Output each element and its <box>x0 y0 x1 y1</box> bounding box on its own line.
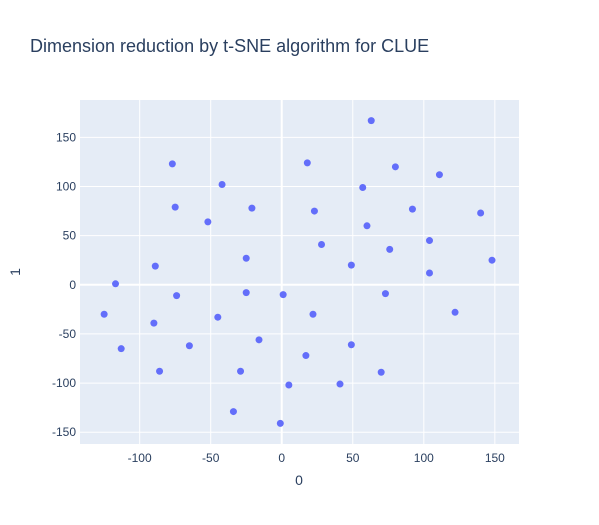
y-tick-label: 50 <box>63 229 77 243</box>
y-tick-label: 100 <box>56 179 76 193</box>
scatter-point <box>150 319 158 327</box>
scatter-point <box>386 245 394 253</box>
scatter-point <box>248 204 256 212</box>
scatter-point <box>408 205 416 213</box>
scatter-point <box>279 291 287 299</box>
scatter-point <box>242 254 250 262</box>
y-tick-label: -150 <box>52 425 76 439</box>
scatter-point <box>367 117 375 125</box>
x-axis-ticks: -100 -50 0 50 100 150 <box>128 451 506 465</box>
x-tick-label: 100 <box>414 451 434 465</box>
scatter-point <box>477 209 485 217</box>
chart-title: Dimension reduction by t-SNE algorithm f… <box>30 36 429 56</box>
scatter-point <box>173 292 181 300</box>
scatter-point <box>425 269 433 277</box>
scatter-point <box>425 237 433 245</box>
scatter-point <box>218 181 226 189</box>
scatter-point <box>185 342 193 350</box>
scatter-point <box>112 280 120 288</box>
x-tick-label: 0 <box>278 451 285 465</box>
y-tick-label: 150 <box>56 130 76 144</box>
scatter-point <box>359 183 367 191</box>
scatter-point <box>318 240 326 248</box>
x-tick-label: 150 <box>485 451 505 465</box>
scatter-point <box>451 308 459 316</box>
scatter-point <box>117 345 125 353</box>
scatter-point <box>237 367 245 375</box>
scatter-point <box>303 159 311 167</box>
scatter-point <box>377 368 385 376</box>
x-axis-label: 0 <box>295 472 303 488</box>
gridlines <box>80 100 519 444</box>
scatter-point <box>381 290 389 298</box>
scatter-point <box>242 289 250 297</box>
scatter-point <box>214 313 222 321</box>
plot-area <box>80 100 519 444</box>
x-tick-label: -50 <box>202 451 220 465</box>
y-axis-label: 1 <box>7 268 23 276</box>
scatter-point <box>168 160 176 168</box>
scatter-point <box>347 341 355 349</box>
scatter-point <box>363 222 371 230</box>
y-tick-label: 0 <box>69 278 76 292</box>
scatter-point <box>276 419 284 427</box>
scatter-point <box>310 207 318 215</box>
y-tick-label: -50 <box>59 327 77 341</box>
x-tick-label: 50 <box>346 451 360 465</box>
scatter-point <box>100 310 108 318</box>
scatter-point <box>347 261 355 269</box>
scatter-point <box>285 381 293 389</box>
scatter-point <box>435 171 443 179</box>
scatter-point <box>204 218 212 226</box>
scatter-point <box>309 310 317 318</box>
y-tick-label: -100 <box>52 376 76 390</box>
data-points <box>100 117 496 427</box>
scatter-point <box>171 203 179 211</box>
scatter-point <box>151 262 159 270</box>
scatter-point <box>391 163 399 171</box>
x-tick-label: -100 <box>128 451 152 465</box>
scatter-point <box>229 408 237 416</box>
scatter-point <box>488 256 496 264</box>
scatter-point <box>336 380 344 388</box>
y-axis-ticks: -150 -100 -50 0 50 100 150 <box>52 130 76 439</box>
scatter-point <box>302 352 310 360</box>
scatter-point <box>255 336 263 344</box>
scatter-point <box>156 367 164 375</box>
